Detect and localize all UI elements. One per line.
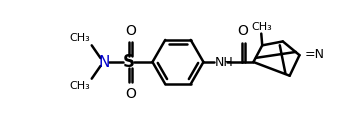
- Text: O: O: [125, 24, 136, 38]
- Text: =N: =N: [304, 48, 325, 61]
- Text: S: S: [123, 53, 135, 71]
- Text: CH₃: CH₃: [69, 81, 90, 91]
- Text: NH: NH: [215, 56, 234, 68]
- Text: CH₃: CH₃: [251, 22, 272, 32]
- Text: CH₃: CH₃: [69, 33, 90, 43]
- Text: O: O: [125, 86, 136, 101]
- Text: N: N: [99, 54, 110, 70]
- Text: O: O: [238, 24, 249, 38]
